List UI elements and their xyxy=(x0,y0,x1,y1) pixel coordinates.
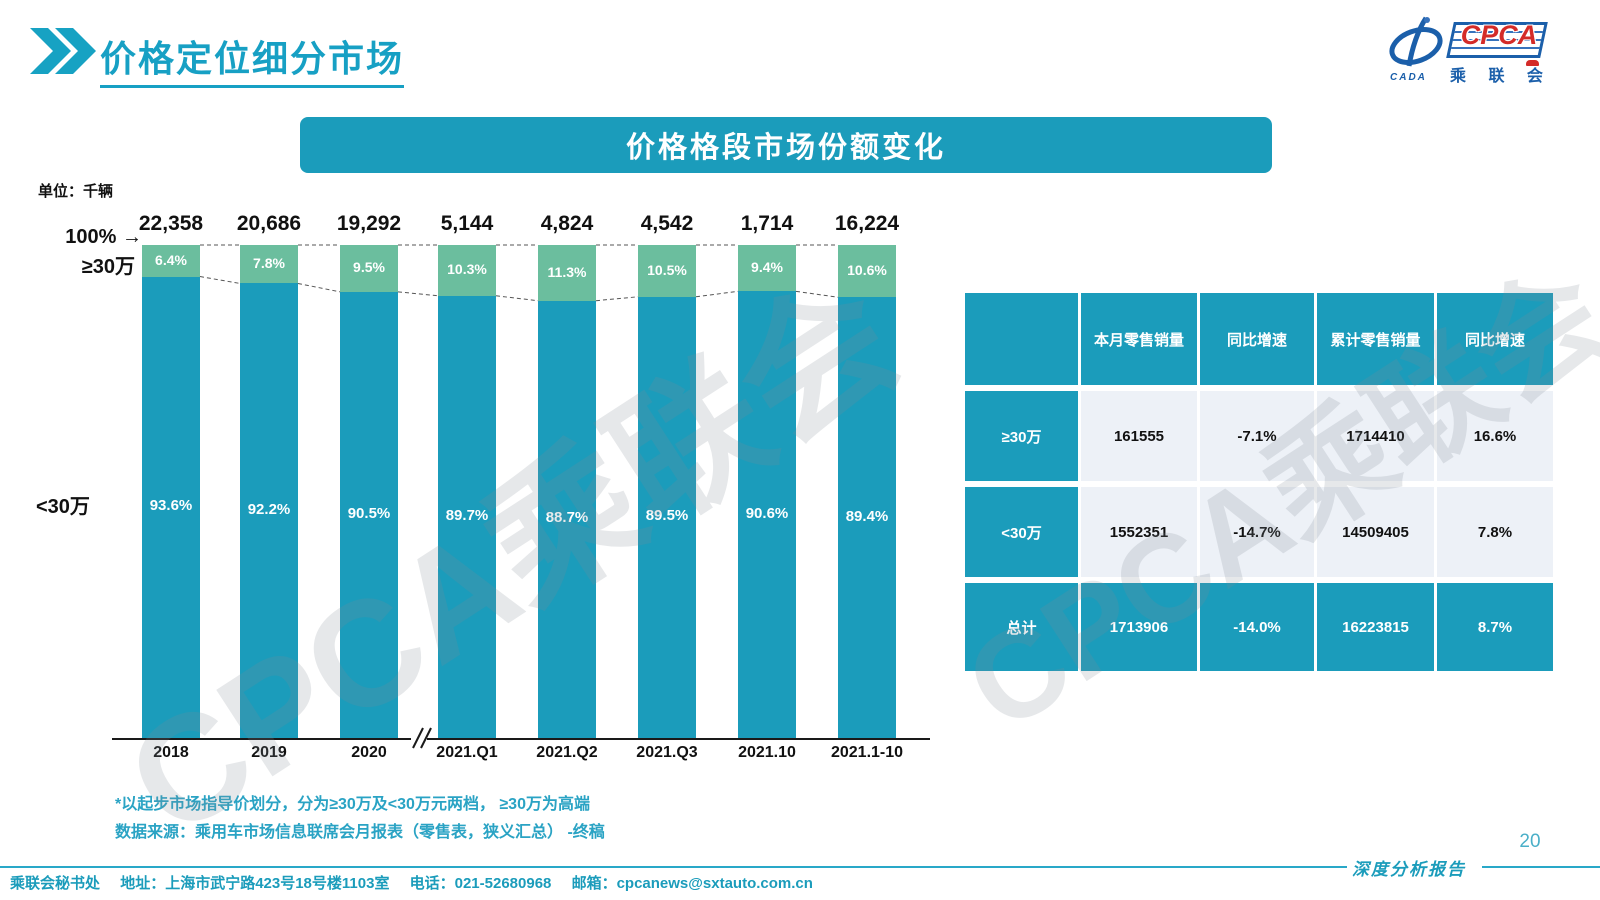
footnote-source: 数据来源：乘用车市场信息联席会月报表（零售表，狭义汇总） -终稿 xyxy=(115,824,605,841)
arrow-icon: → xyxy=(122,226,142,248)
cada-emblem-icon xyxy=(1389,16,1443,67)
bar-total-label: 4,542 xyxy=(640,212,694,235)
bar-segment-ge30 xyxy=(838,245,896,298)
chart-title: 价格格段市场份额变化 xyxy=(625,132,946,164)
segment-value-lt30: 90.5% xyxy=(347,504,391,522)
table-cell: 7.8% xyxy=(1437,487,1553,577)
bar-total-label: 19,292 xyxy=(336,212,402,235)
table-cell: 14509405 xyxy=(1317,487,1434,577)
bar-total-label: 16,224 xyxy=(834,212,900,235)
category-label: 2021.10 xyxy=(738,744,796,761)
table-cell: 16.6% xyxy=(1437,391,1553,481)
cpca-logo-text: CPCA xyxy=(1460,20,1538,50)
table-header-cell: 累计零售销量 xyxy=(1317,293,1434,385)
category-label: 2021.Q3 xyxy=(636,744,698,761)
category-label: 2021.Q2 xyxy=(536,744,598,761)
segment-value-ge30: 9.5% xyxy=(353,259,385,276)
table-cell: -14.7% xyxy=(1200,487,1314,577)
table-row-label: ≥30万 xyxy=(965,391,1078,481)
table-header-cell: 本月零售销量 xyxy=(1081,293,1197,385)
table-cell: -14.0% xyxy=(1200,583,1314,671)
segment-value-ge30: 9.4% xyxy=(751,259,783,276)
segment-value-ge30: 10.3% xyxy=(447,261,487,278)
footer-email: 邮箱：cpcanews@sxtauto.com.cn xyxy=(571,875,813,892)
segment-value-ge30: 6.4% xyxy=(155,251,187,268)
footer-rule-left xyxy=(0,866,1347,868)
footer-contact-info: 乘联会秘书处 地址：上海市武宁路423号18号楼1103室 电话：021-526… xyxy=(10,872,829,893)
bar-segment-ge30 xyxy=(638,245,696,297)
double-chevron-icon xyxy=(30,28,96,74)
bar-segment-ge30 xyxy=(538,245,596,301)
segment-value-lt30: 89.5% xyxy=(645,507,689,525)
table-cell: 1713906 xyxy=(1081,583,1197,671)
table-cell: 161555 xyxy=(1081,391,1197,481)
category-label: 2020 xyxy=(351,744,387,761)
bar-segment-lt30 xyxy=(738,291,796,738)
bar-segment-ge30 xyxy=(240,245,298,284)
report-type-label: 深度分析报告 xyxy=(1352,860,1466,880)
bar-segment-ge30 xyxy=(340,245,398,292)
bar-segment-lt30 xyxy=(438,295,496,738)
bar-segment-ge30 xyxy=(738,245,796,292)
bar-segment-lt30 xyxy=(240,283,298,738)
category-label: 2021.Q1 xyxy=(436,744,498,761)
footer-secretariat: 乘联会秘书处 xyxy=(10,875,101,892)
bar-total-label: 20,686 xyxy=(236,212,302,235)
segment-value-lt30: 92.2% xyxy=(247,500,291,518)
table-cell: 1552351 xyxy=(1081,487,1197,577)
bar-total-label: 1,714 xyxy=(740,212,794,235)
table-cell: 1714410 xyxy=(1317,391,1434,481)
cpca-org-name: 乘 联 会 xyxy=(1450,68,1552,85)
bar-segment-lt30 xyxy=(538,300,596,738)
bar-segment-ge30 xyxy=(438,245,496,296)
page-number: 20 xyxy=(1519,831,1541,852)
segment-value-lt30: 93.6% xyxy=(149,497,193,515)
category-label: 2019 xyxy=(251,744,287,761)
bar-total-label: 5,144 xyxy=(440,212,494,235)
table-row-label: <30万 xyxy=(965,487,1078,577)
category-label: 2021.1-10 xyxy=(830,744,904,761)
table-corner-cell xyxy=(965,293,1078,385)
axis-lt30-label: <30万 xyxy=(36,496,90,518)
footnote-definition: *以起步市场指导价划分，分为≥30万及<30万元两档， ≥30万为高端 xyxy=(115,796,590,813)
table-header-cell: 同比增速 xyxy=(1437,293,1553,385)
page-title: 价格定位细分市场 xyxy=(100,30,405,88)
bar-total-label: 22,358 xyxy=(138,212,204,235)
footer-rule-right xyxy=(1482,866,1600,868)
table-row-label: 总计 xyxy=(965,583,1078,671)
bar-segment-ge30 xyxy=(142,245,200,277)
table-header-cell: 同比增速 xyxy=(1200,293,1314,385)
table-cell: -7.1% xyxy=(1200,391,1314,481)
segment-value-ge30: 10.5% xyxy=(647,261,687,278)
bar-segment-lt30 xyxy=(838,297,896,738)
bar-total-label: 4,824 xyxy=(540,212,594,235)
segment-value-lt30: 88.7% xyxy=(545,509,589,527)
bar-segment-lt30 xyxy=(340,291,398,738)
table-cell: 8.7% xyxy=(1437,583,1553,671)
cada-label: CADA xyxy=(1390,72,1427,83)
footer-address: 地址：上海市武宁路423号18号楼1103室 xyxy=(120,875,390,892)
segment-value-ge30: 10.6% xyxy=(847,262,887,279)
footer-phone: 电话：021-52680968 xyxy=(409,875,552,892)
table-cell: 16223815 xyxy=(1317,583,1434,671)
bar-segment-lt30 xyxy=(638,296,696,738)
segment-value-lt30: 90.6% xyxy=(745,504,789,522)
axis-ge30-label: ≥30万 xyxy=(81,256,135,278)
unit-label: 单位：千辆 xyxy=(38,183,114,200)
segment-value-lt30: 89.7% xyxy=(445,506,489,524)
category-label: 2018 xyxy=(153,744,189,761)
segment-value-ge30: 11.3% xyxy=(547,263,587,280)
logo-car-icon xyxy=(1526,60,1539,66)
axis-100-label: 100% → xyxy=(65,226,142,248)
segment-value-ge30: 7.8% xyxy=(253,255,285,272)
bar-segment-lt30 xyxy=(142,276,200,738)
retail-sales-table: 本月零售销量 同比增速 累计零售销量 同比增速 ≥30万 161555 -7.1% 17144… xyxy=(965,293,1553,671)
segment-value-lt30: 89.4% xyxy=(845,507,889,525)
cpca-logo: CADA CPCA 乘 联 会 xyxy=(1386,14,1550,90)
chart-title-banner: 价格格段市场份额变化 xyxy=(300,117,1272,173)
